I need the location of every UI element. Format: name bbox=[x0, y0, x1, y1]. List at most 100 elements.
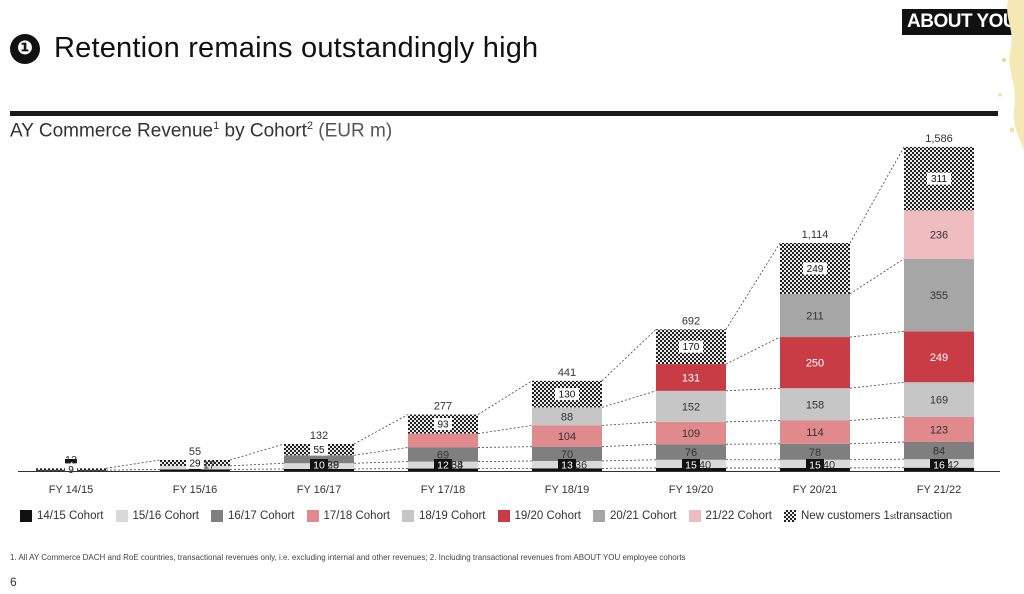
label-bg-fy-20-21-new-customers-1st-transaction bbox=[803, 262, 827, 275]
bar-segment-fy-18-19-17-18-cohort bbox=[532, 425, 602, 447]
label-bg-fy-16-17-14-15-cohort bbox=[310, 459, 328, 471]
label-fy-16-17-15-16-cohort: 28 bbox=[327, 460, 339, 472]
connector-5-6 bbox=[725, 242, 781, 330]
label-fy-18-19-17-18-cohort: 104 bbox=[558, 431, 576, 443]
chart-title-unit: (EUR m) bbox=[313, 120, 393, 142]
label-fy-18-19-16-17-cohort: 70 bbox=[561, 449, 573, 461]
bar-segment-fy-21-22-20-21-cohort bbox=[904, 258, 974, 332]
connector-3-1 bbox=[477, 460, 533, 462]
label-fy-19-20-new-customers-1st-transaction: 170 bbox=[683, 342, 700, 353]
label-fy-21-22-21-22-cohort: 236 bbox=[930, 230, 948, 242]
label-fy-18-19-18-19-cohort: 88 bbox=[561, 411, 573, 423]
label-bg-fy-17-18-new-customers-1st-transaction bbox=[434, 418, 452, 431]
label-fy-15-16-15-16-cohort: 17 bbox=[203, 460, 215, 472]
legend-label-new-tail: transaction bbox=[896, 510, 953, 522]
label-fy-20-21-14-15-cohort: 15 bbox=[809, 460, 821, 472]
label-bg-fy-18-19-new-customers-1st-transaction bbox=[555, 388, 579, 401]
x-tick-fy-19-20: FY 19/20 bbox=[669, 484, 713, 496]
legend-swatch-1516 bbox=[115, 510, 128, 522]
x-tick-fy-15-16: FY 15/16 bbox=[173, 484, 217, 496]
legend-swatch-1920 bbox=[497, 510, 510, 522]
connector-2-3 bbox=[353, 414, 409, 445]
connector-5-3 bbox=[725, 420, 781, 423]
connector-3-3 bbox=[477, 425, 533, 434]
stacked-bar-chart: 4913817295510283955132123469689327713367… bbox=[18, 133, 1000, 496]
page-title: Retention remains outstandingly high bbox=[54, 32, 539, 64]
header-divider bbox=[10, 111, 998, 116]
paint-splash-decoration bbox=[998, 0, 1024, 150]
legend-swatch-2021 bbox=[593, 510, 605, 522]
about-you-logo: ABOUT YOU° bbox=[902, 9, 1024, 35]
legend-label-1718: 17/18 Cohort bbox=[323, 510, 391, 522]
label-bg-fy-15-16-new-customers-1st-transaction bbox=[186, 456, 204, 469]
label-fy-17-18-17-18-cohort: 68 bbox=[451, 460, 463, 472]
label-bg-fy-18-19-14-15-cohort bbox=[558, 459, 576, 471]
connector-4-5 bbox=[601, 328, 657, 382]
bar-segment-fy-19-20-19-20-cohort bbox=[656, 364, 726, 391]
connector-6-7 bbox=[849, 146, 905, 244]
label-fy-21-22-14-15-cohort: 16 bbox=[933, 460, 945, 472]
connector-6-5 bbox=[849, 330, 905, 338]
connector-4-3 bbox=[601, 421, 657, 426]
connector-4-2 bbox=[601, 443, 657, 448]
label-fy-20-21-18-19-cohort: 158 bbox=[806, 399, 824, 411]
label-fy-21-22-15-16-cohort: 42 bbox=[947, 460, 959, 472]
bar-segment-fy-20-21-16-17-cohort bbox=[780, 443, 850, 460]
legend-item-1617: 16/17 Cohort bbox=[211, 510, 295, 522]
label-fy-17-18-14-15-cohort: 12 bbox=[437, 460, 449, 472]
bar-segment-fy-21-22-18-19-cohort bbox=[904, 382, 974, 417]
connector-0-1 bbox=[105, 459, 161, 469]
label-fy-14-15-new-customers-1st-transaction: 9 bbox=[68, 465, 74, 476]
x-tick-fy-14-15: FY 14/15 bbox=[49, 484, 93, 496]
connector-6-3 bbox=[849, 416, 905, 421]
legend-label-new: New customers 1 bbox=[801, 510, 890, 522]
x-tick-fy-20-21: FY 20/21 bbox=[793, 484, 837, 496]
legend-label-2021: 20/21 Cohort bbox=[610, 510, 677, 522]
label-fy-19-20-15-16-cohort: 40 bbox=[699, 460, 711, 472]
page-number: 6 bbox=[10, 575, 17, 589]
label-fy-20-21-20-21-cohort: 211 bbox=[806, 310, 824, 322]
total-label-fy-14-15: 13 bbox=[65, 454, 77, 466]
connector-6-4 bbox=[849, 381, 905, 389]
bar-segment-fy-18-19-16-17-cohort bbox=[532, 446, 602, 461]
legend-swatch-1718 bbox=[306, 510, 319, 522]
connector-1-2 bbox=[229, 443, 285, 461]
label-fy-16-17-14-15-cohort: 10 bbox=[313, 460, 325, 472]
legend-label-1617: 16/17 Cohort bbox=[228, 510, 295, 522]
bar-segment-fy-20-21-20-21-cohort bbox=[780, 293, 850, 338]
label-fy-20-21-17-18-cohort: 114 bbox=[806, 427, 824, 439]
label-bg-fy-19-20-new-customers-1st-transaction bbox=[679, 340, 703, 353]
total-label-fy-18-19: 441 bbox=[558, 367, 576, 379]
connector-3-2 bbox=[477, 446, 533, 448]
connector-4-4 bbox=[601, 390, 657, 408]
legend-label-new-sup: st bbox=[889, 511, 897, 521]
connector-2-2 bbox=[353, 447, 409, 456]
chart-title-sup1: 1 bbox=[213, 120, 220, 132]
legend-item-1415: 14/15 Cohort bbox=[20, 510, 104, 522]
bar-segment-fy-21-22-19-20-cohort bbox=[904, 331, 974, 383]
chart-title-main: AY Commerce Revenue bbox=[10, 120, 214, 142]
label-bg-fy-21-22-14-15-cohort bbox=[930, 459, 948, 471]
label-fy-18-19-new-customers-1st-transaction: 130 bbox=[559, 390, 576, 401]
label-fy-16-17-new-customers-1st-transaction: 55 bbox=[313, 445, 325, 456]
bar-segment-fy-17-18-16-17-cohort bbox=[408, 447, 478, 462]
label-fy-21-22-17-18-cohort: 123 bbox=[930, 424, 948, 436]
legend-swatch-1819 bbox=[402, 510, 414, 522]
legend-label-1920: 19/20 Cohort bbox=[514, 510, 582, 522]
label-fy-19-20-17-18-cohort: 109 bbox=[682, 428, 700, 440]
label-fy-21-22-19-20-cohort: 249 bbox=[930, 352, 948, 364]
label-fy-16-17-16-17-cohort: 39 bbox=[327, 460, 339, 472]
label-fy-20-21-16-17-cohort: 78 bbox=[809, 447, 821, 459]
legend-item-2122: 21/22 Cohort bbox=[688, 510, 772, 522]
connector-1-1 bbox=[229, 462, 285, 467]
legend-label-1516: 15/16 Cohort bbox=[132, 510, 200, 522]
bar-segment-fy-21-22-17-18-cohort bbox=[904, 416, 974, 442]
bar-segment-fy-17-18-17-18-cohort bbox=[408, 433, 478, 448]
legend-swatch-1617 bbox=[211, 510, 223, 522]
connector-6-6 bbox=[849, 258, 905, 295]
legend-item-1516: 15/16 Cohort bbox=[115, 510, 200, 522]
chart-title: AY Commerce Revenue1 by Cohort2 (EUR m) bbox=[10, 120, 392, 142]
legend-item-2021: 20/21 Cohort bbox=[593, 510, 677, 522]
label-fy-18-19-15-16-cohort: 36 bbox=[575, 460, 587, 472]
